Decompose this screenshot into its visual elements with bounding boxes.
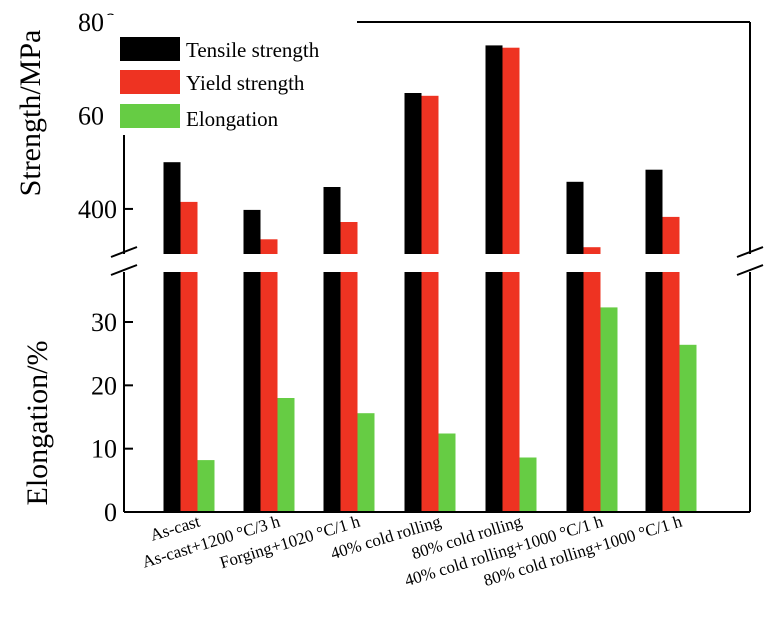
axis-break-mark-right-2 [736, 264, 764, 276]
bar-tensile-strength-6 [645, 169, 663, 512]
bar-yield-strength-5 [583, 247, 601, 512]
bar-yield-strength-2 [340, 222, 358, 512]
elongation-tick-label-30: 30 [91, 308, 117, 337]
elongation-tick-label-10: 10 [91, 435, 117, 464]
legend-label-tensile: Tensile strength [186, 38, 320, 62]
bar-yield-strength-4 [502, 47, 520, 512]
legend-label-yield: Yield strength [186, 71, 305, 95]
strength-tick-label-400: 400 [78, 195, 117, 224]
legend-swatch-tensile [120, 37, 180, 61]
axis-break-mark-left-2 [110, 264, 138, 276]
bar-elongation-0 [197, 460, 215, 512]
bar-yield-strength-0 [180, 201, 198, 512]
bar-tensile-strength-4 [485, 45, 503, 513]
bar-elongation-2 [357, 413, 375, 512]
elongation-tick-label-0: 0 [104, 498, 117, 527]
legend-swatch-elongation [120, 104, 180, 128]
axis-break-gap [125, 254, 749, 272]
bar-tensile-strength-1 [243, 209, 261, 512]
legend: Tensile strength Yield strength Elongati… [103, 15, 357, 135]
bar-tensile-strength-5 [566, 181, 584, 513]
legend-swatch-yield [120, 70, 180, 94]
bar-yield-strength-1 [260, 239, 278, 513]
bar-elongation-1 [277, 398, 295, 512]
bar-yield-strength-3 [421, 95, 439, 513]
bar-tensile-strength-3 [404, 93, 422, 512]
bars-layer [125, 45, 749, 513]
bar-elongation-3 [438, 433, 456, 512]
bar-elongation-6 [679, 344, 697, 512]
bar-yield-strength-6 [662, 216, 680, 512]
strength-axis-label: Strength/MPa [14, 30, 47, 197]
elongation-tick-label-20: 20 [91, 371, 117, 400]
legend-label-elongation: Elongation [186, 107, 279, 131]
bar-tensile-strength-2 [323, 187, 341, 512]
bar-elongation-4 [519, 457, 537, 512]
bar-elongation-5 [600, 307, 618, 512]
axis-break-mark-left-1 [110, 246, 138, 258]
bar-tensile-strength-0 [163, 162, 181, 512]
elongation-axis-label: Elongation/% [21, 341, 54, 506]
axis-break-mark-right-1 [736, 246, 764, 258]
